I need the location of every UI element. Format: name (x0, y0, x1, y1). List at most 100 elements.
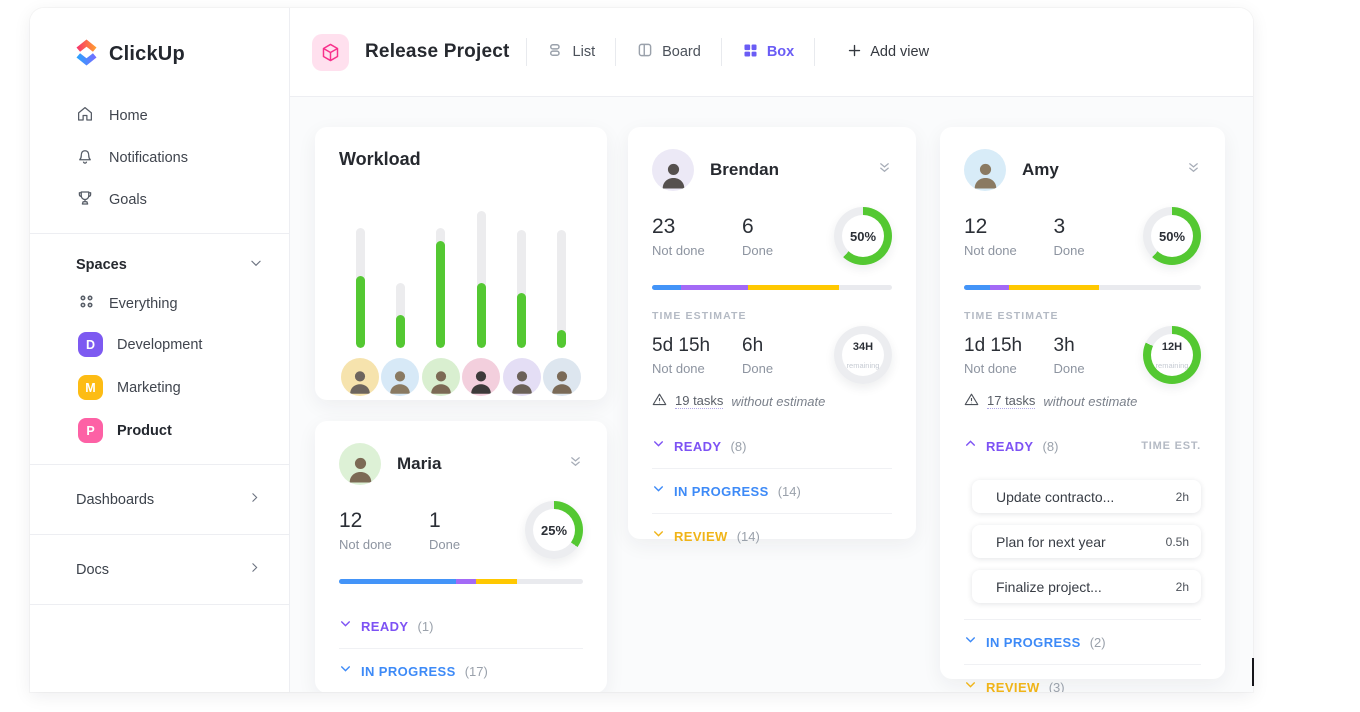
workload-bar[interactable] (381, 283, 419, 348)
not-done-label: Not done (652, 242, 705, 258)
done-percent-ring: 50% (834, 207, 892, 265)
task-time-estimate: 2h (1175, 579, 1189, 594)
section-in-progress[interactable]: IN PROGRESS (14) (652, 469, 892, 513)
not-done-count: 12 (339, 508, 363, 532)
time-remaining-ring: 12H remaining (1143, 326, 1201, 384)
space-label: Marketing (117, 379, 181, 396)
sidebar-item-marketing[interactable]: M Marketing (30, 366, 289, 409)
project-cube-icon (312, 33, 349, 71)
tab-box[interactable]: Box (738, 36, 798, 69)
ring-percent-value: 50% (849, 228, 877, 244)
ring-percent-value: 25% (540, 522, 568, 538)
chevron-down-icon (339, 617, 352, 635)
space-badge-product: P (78, 418, 103, 443)
done-count: 1 (429, 508, 441, 532)
avatar[interactable] (381, 358, 420, 396)
toolbar-separator (525, 38, 527, 66)
workload-bar[interactable] (341, 228, 379, 348)
sidebar-item-goals[interactable]: Goals (30, 179, 289, 221)
tab-list[interactable]: List (543, 35, 600, 69)
chevron-down-icon (964, 678, 977, 692)
chevron-down-icon (249, 256, 263, 274)
text-cursor-artifact (1252, 658, 1254, 686)
chevron-right-icon (248, 491, 261, 508)
avatar[interactable] (502, 358, 541, 396)
sidebar-item-dashboards[interactable]: Dashboards (30, 477, 289, 522)
workload-card: Workload (315, 127, 607, 400)
member-name: Maria (397, 454, 442, 473)
tab-label: List (572, 44, 596, 60)
sidebar-item-docs[interactable]: Docs (30, 547, 289, 592)
tab-board[interactable]: Board (632, 35, 705, 69)
workload-bar[interactable] (503, 230, 541, 348)
workload-avatar-row (339, 358, 583, 396)
tasks-without-estimate-link[interactable]: 19 tasks (675, 393, 724, 409)
tasks-without-estimate-link[interactable]: 17 tasks (987, 393, 1036, 409)
done-count: 3 (1053, 214, 1066, 238)
sidebar-item-notifications[interactable]: Notifications (30, 137, 289, 179)
main-area: Release Project List (290, 8, 1253, 692)
chevron-down-icon (652, 437, 665, 455)
toolbar-separator (720, 38, 722, 66)
section-ready-expanded[interactable]: READY (8) TIME EST. (964, 424, 1201, 468)
section-review[interactable]: REVIEW (14) (652, 514, 892, 558)
list-view-icon (547, 41, 565, 63)
avatar[interactable] (339, 443, 381, 485)
sidebar-item-everything[interactable]: Everything (30, 284, 289, 323)
chevron-down-icon (964, 633, 977, 651)
workload-bar[interactable] (543, 230, 581, 348)
not-done-count: 23 (652, 214, 676, 238)
sidebar-item-development[interactable]: D Development (30, 323, 289, 366)
collapse-double-chevron-icon[interactable] (1186, 160, 1201, 180)
workload-bar[interactable] (422, 228, 460, 348)
remaining-hours: 12H (1161, 341, 1183, 353)
sidebar-item-product[interactable]: P Product (30, 409, 289, 452)
add-view-button[interactable]: Add view (847, 43, 929, 62)
space-label: Development (117, 336, 203, 353)
space-badge-development: D (78, 332, 103, 357)
time-done: 3h (1053, 334, 1075, 356)
avatar[interactable] (341, 358, 379, 396)
sidebar-item-label: Dashboards (76, 491, 155, 508)
clickup-logo[interactable]: ClickUp (30, 38, 289, 71)
without-estimate-text: without estimate (731, 393, 826, 409)
section-review[interactable]: REVIEW (3) (964, 665, 1201, 692)
ring-percent-value: 50% (1158, 228, 1186, 244)
avatar[interactable] (542, 358, 581, 396)
add-view-label: Add view (870, 44, 930, 60)
task-row[interactable]: Plan for next year 0.5h (972, 525, 1201, 558)
section-ready[interactable]: READY (1) (339, 604, 583, 648)
avatar[interactable] (964, 149, 1006, 191)
spaces-section-header[interactable]: Spaces (30, 246, 289, 284)
toolbar-separator (615, 38, 617, 66)
sidebar-item-home[interactable]: Home (30, 95, 289, 137)
collapse-double-chevron-icon[interactable] (877, 160, 892, 180)
clickup-logo-text: ClickUp (109, 43, 185, 65)
sidebar-divider (30, 464, 289, 465)
not-done-count: 12 (964, 214, 988, 238)
time-not-done: 5d 15h (652, 334, 711, 356)
task-row[interactable]: Update contracto... 2h (972, 480, 1201, 513)
chevron-down-icon (652, 482, 665, 500)
section-in-progress[interactable]: IN PROGRESS (2) (964, 620, 1201, 664)
workload-bar[interactable] (462, 211, 500, 348)
task-row[interactable]: Finalize project... 2h (972, 570, 1201, 603)
clickup-logo-icon (74, 38, 99, 71)
collapse-double-chevron-icon[interactable] (568, 454, 583, 474)
home-icon (76, 105, 94, 127)
workload-title: Workload (339, 149, 421, 169)
avatar[interactable] (462, 358, 501, 396)
space-label: Everything (109, 295, 178, 312)
section-ready[interactable]: READY (8) (652, 424, 892, 468)
sidebar-divider (30, 604, 289, 605)
avatar[interactable] (652, 149, 694, 191)
sidebar-item-label: Goals (109, 192, 147, 208)
done-count: 6 (742, 214, 754, 238)
member-card-brendan: Brendan 23 Not done 6 Done 50% (628, 127, 916, 544)
section-in-progress[interactable]: IN PROGRESS (17) (339, 649, 583, 692)
member-card-maria: Maria 12 Not done 1 Done 25% (315, 421, 607, 692)
avatar[interactable] (421, 358, 460, 396)
time-est-column-header: TIME EST. (1141, 440, 1201, 452)
box-view-icon (742, 42, 759, 63)
